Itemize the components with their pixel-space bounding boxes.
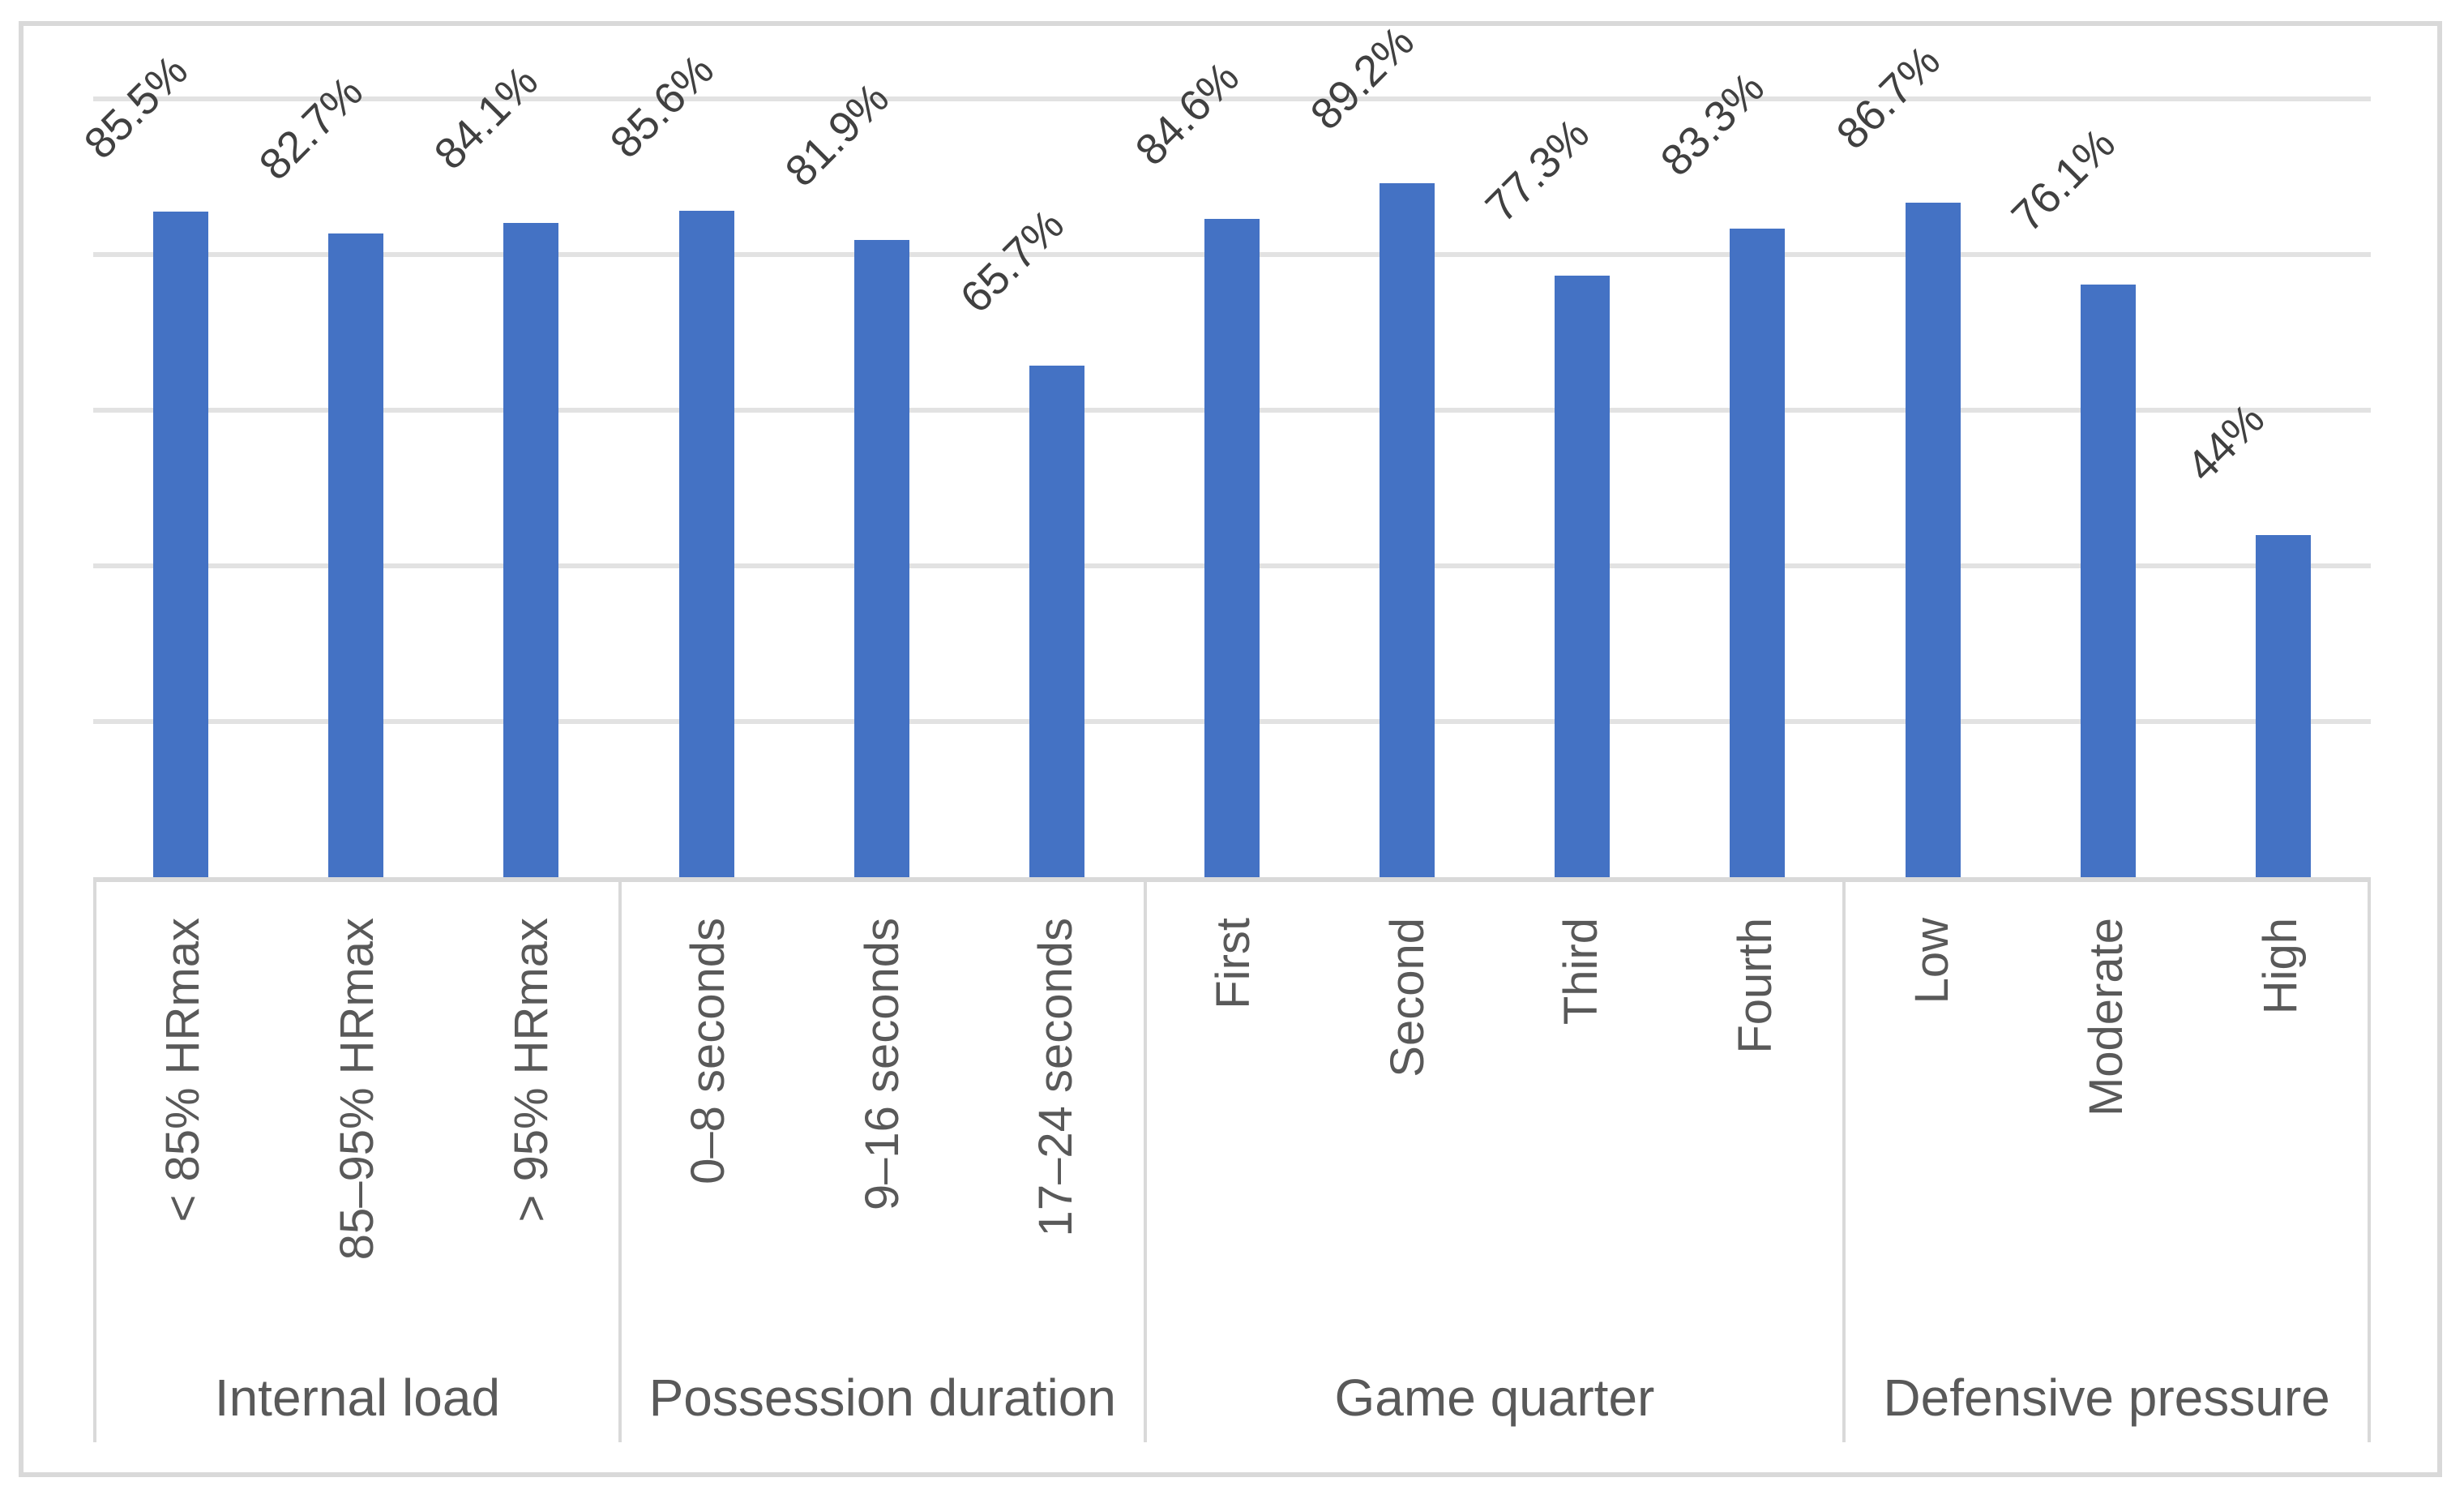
bar-slot: 82.7% <box>250 0 443 877</box>
bar <box>853 239 909 877</box>
bar-value-label: 65.7% <box>951 199 1074 323</box>
bar-slot: 83.3% <box>1652 0 1845 877</box>
bar-slot: 76.1% <box>2002 0 2196 877</box>
bar <box>1380 182 1435 877</box>
category-label-row: First Second Third Fourth <box>1147 882 1842 1442</box>
category-label-slot: First <box>1147 882 1321 1442</box>
category-label-slot: High <box>2193 882 2368 1442</box>
category-label-slot: Low <box>1846 882 2020 1442</box>
category-label-slot: 17–24 seconds <box>969 882 1144 1442</box>
category-label-slot: 9–16 seconds <box>795 882 969 1442</box>
bar <box>328 233 384 877</box>
category-label: Fourth <box>1728 918 1782 1054</box>
bar-slot: 85.5% <box>75 0 268 877</box>
bar <box>1204 218 1260 877</box>
category-label-row: Low Moderate High <box>1846 882 2368 1442</box>
bar <box>1029 366 1084 877</box>
category-label: > 95% HRmax <box>504 918 558 1223</box>
category-label-slot: Second <box>1320 882 1495 1442</box>
group-label: Internal load <box>214 1368 501 1427</box>
chart-border <box>19 21 2442 1477</box>
category-label: Moderate <box>2080 918 2133 1117</box>
bar-value-label: 83.3% <box>1651 62 1774 186</box>
category-label-slot: Moderate <box>2020 882 2194 1442</box>
group-label: Game quarter <box>1334 1368 1655 1427</box>
category-label-slot: Third <box>1495 882 1669 1442</box>
bar <box>503 222 559 877</box>
category-label-slot: 85–95% HRmax <box>271 882 445 1442</box>
bar-value-label: 85.5% <box>75 45 198 169</box>
group-label: Defensive pressure <box>1883 1368 2330 1427</box>
category-group: < 85% HRmax 85–95% HRmax > 95% HRmax Intern… <box>96 882 618 1442</box>
bar-value-label: 86.7% <box>1827 36 1949 159</box>
bar <box>2080 285 2136 877</box>
bar-value-label: 76.1% <box>2002 118 2125 242</box>
bar-value-label: 84.1% <box>425 56 548 179</box>
category-label: 0–8 seconds <box>682 918 735 1184</box>
bar <box>2255 534 2311 877</box>
category-axis: < 85% HRmax 85–95% HRmax > 95% HRmax Intern… <box>93 877 2371 1442</box>
bar-slot: 77.3% <box>1477 0 1670 877</box>
category-label-slot: 0–8 seconds <box>622 882 796 1442</box>
bar <box>678 211 734 877</box>
bar-slot: 86.7% <box>1827 0 2021 877</box>
bar <box>1905 202 1961 877</box>
bar <box>1555 275 1611 877</box>
plot-area: 85.5% 82.7% 84.1% 85.6% 81.9% 65.7% 84.6% 89.2%… <box>75 0 2371 877</box>
category-label: 85–95% HRmax <box>330 918 383 1261</box>
category-label: Third <box>1555 918 1608 1026</box>
category-label: 17–24 seconds <box>1029 918 1083 1237</box>
bar-slot: 89.2% <box>1302 0 1495 877</box>
bar-slot: 84.6% <box>1127 0 1320 877</box>
bar-value-label: 81.9% <box>776 73 898 196</box>
bar-value-label: 89.2% <box>1301 16 1424 139</box>
bar-slot: 65.7% <box>951 0 1144 877</box>
bar <box>1730 229 1786 877</box>
category-group: 0–8 seconds 9–16 seconds 17–24 seconds Poss… <box>618 882 1144 1442</box>
category-label: < 85% HRmax <box>156 918 210 1223</box>
category-label-row: 0–8 seconds 9–16 seconds 17–24 seconds <box>622 882 1144 1442</box>
bar <box>153 212 209 877</box>
group-label: Possession duration <box>648 1368 1116 1427</box>
category-group: Low Moderate High Defensive pressure <box>1842 882 2368 1442</box>
bar-slot: 84.1% <box>426 0 618 877</box>
category-label-slot: < 85% HRmax <box>96 882 271 1442</box>
category-label: 9–16 seconds <box>855 918 909 1211</box>
bar-value-label: 85.6% <box>601 45 723 168</box>
category-label-slot: > 95% HRmax <box>444 882 618 1442</box>
bar-value-label: 77.3% <box>1476 109 1599 232</box>
category-label-slot: Fourth <box>1669 882 1843 1442</box>
category-label: Second <box>1380 918 1434 1077</box>
category-label: Low <box>1906 918 1959 1004</box>
gridline-100pct <box>93 96 2371 101</box>
bar-slot: 44% <box>2177 0 2371 877</box>
bars-row: 85.5% 82.7% 84.1% 85.6% 81.9% 65.7% 84.6% 89.2%… <box>75 0 2371 877</box>
bar-value-label: 82.7% <box>250 67 373 191</box>
bar-slot: 85.6% <box>601 0 794 877</box>
category-label: First <box>1207 918 1260 1009</box>
category-label: High <box>2253 918 2307 1015</box>
category-group: First Second Third Fourth Game quarter <box>1143 882 1842 1442</box>
bar-value-label: 84.6% <box>1126 53 1249 175</box>
bar-slot: 81.9% <box>776 0 969 877</box>
category-label-row: < 85% HRmax 85–95% HRmax > 95% HRmax <box>96 882 618 1442</box>
